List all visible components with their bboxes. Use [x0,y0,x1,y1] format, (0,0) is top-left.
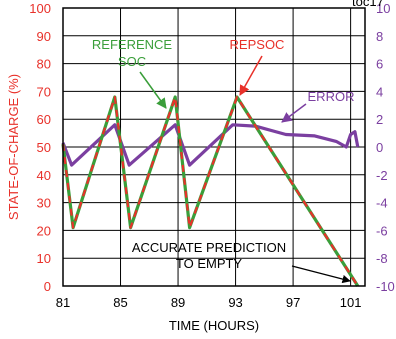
right-y-tick-label: -2 [376,168,388,183]
right-y-tick-labels: -10 -8 -6 -4 -2 0 2 4 6 8 10 [376,1,395,294]
left-y-tick-label: 0 [44,279,51,294]
grid-lines [63,8,365,286]
right-y-tick-label: -10 [376,279,395,294]
right-y-tick-label: -8 [376,251,388,266]
left-y-tick-label: 20 [37,223,51,238]
repsoc-line [61,95,359,287]
left-y-tick-label: 40 [37,168,51,183]
left-y-tick-label: 30 [37,196,51,211]
repsoc-arrow [239,55,263,96]
left-y-tick-label: 80 [37,57,51,72]
right-y-tick-label: 0 [376,140,383,155]
annotation-error: ERROR [308,89,355,104]
right-y-tick-label: 8 [376,29,383,44]
prediction-arrow [291,265,351,284]
left-y-tick-label: 90 [37,29,51,44]
x-tick-label: 101 [340,295,362,310]
annotation-reference-soc-line2: SOC [118,54,146,69]
annotation-prediction-line2: TO EMPTY [176,256,243,271]
error-line [61,123,360,167]
left-y-tick-label: 100 [29,1,51,16]
left-y-tick-label: 60 [37,112,51,127]
x-axis-title: TIME (HOURS) [169,318,259,333]
reference-soc-arrow [139,71,167,109]
x-tick-label: 89 [171,295,185,310]
x-tick-label: 97 [286,295,300,310]
x-tick-label: 85 [113,295,127,310]
series-lines [61,95,360,287]
right-y-tick-label: 10 [376,1,390,16]
figure-id: toc17 [352,0,384,9]
right-y-tick-label: 2 [376,112,383,127]
annotation-reference-soc-line1: REFERENCE [92,37,173,52]
x-tick-label: 81 [56,295,70,310]
left-y-tick-label: 10 [37,251,51,266]
right-y-tick-label: -6 [376,223,388,238]
left-y-tick-label: 70 [37,84,51,99]
annotations: REFERENCE SOC REPSOC ERROR ACCURATE PRED… [92,37,355,284]
right-y-tick-label: 6 [376,57,383,72]
x-tick-label: 93 [228,295,242,310]
annotation-repsoc: REPSOC [230,37,285,52]
left-y-axis-title: STATE-OF-CHARGE (%) [6,74,21,220]
right-y-tick-label: -4 [376,196,388,211]
x-tick-labels: 81 85 89 93 97 101 [56,295,362,310]
left-y-tick-label: 50 [37,140,51,155]
annotation-prediction-line1: ACCURATE PREDICTION [132,240,286,255]
right-y-tick-label: 4 [376,84,383,99]
left-y-tick-labels: 0 10 20 30 40 50 60 70 80 90 100 [29,1,51,294]
plot-frame [62,7,366,287]
error-arrow [281,103,307,123]
